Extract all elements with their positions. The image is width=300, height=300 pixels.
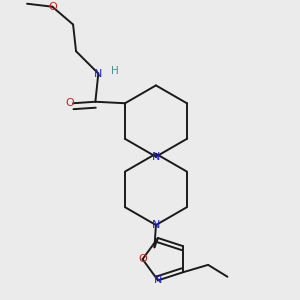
Text: H: H (111, 66, 119, 76)
Text: N: N (152, 220, 160, 230)
Text: N: N (154, 275, 162, 285)
Text: O: O (138, 254, 147, 264)
Text: O: O (66, 98, 74, 108)
Text: O: O (48, 2, 57, 12)
Text: N: N (94, 68, 103, 79)
Text: N: N (152, 152, 160, 162)
